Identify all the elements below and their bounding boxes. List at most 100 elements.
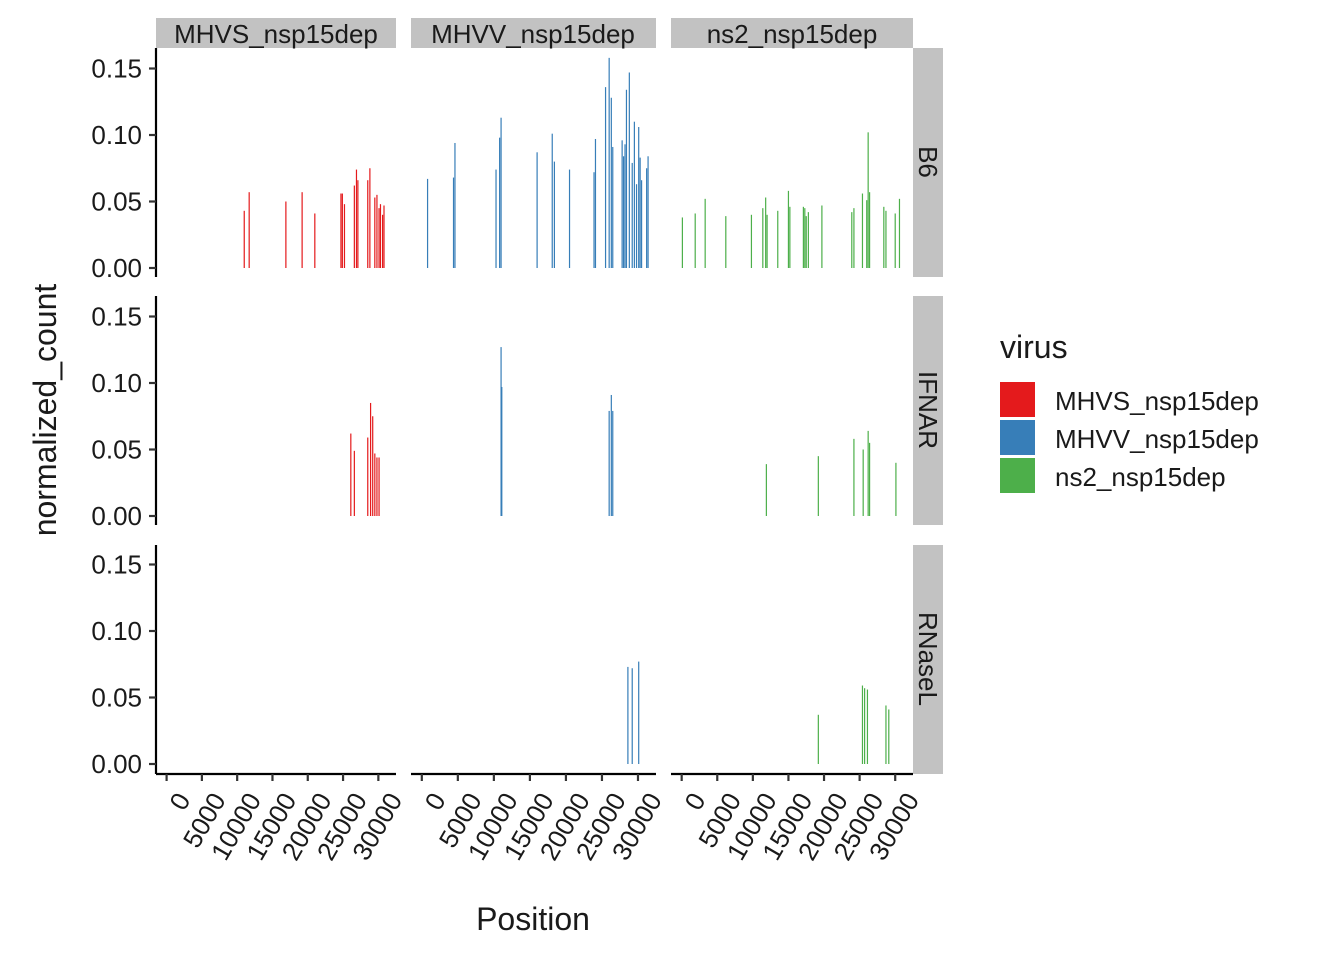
bar bbox=[885, 210, 887, 268]
bar bbox=[646, 168, 648, 268]
bar bbox=[500, 347, 502, 516]
bar bbox=[762, 208, 764, 268]
legend-label-ns2: ns2_nsp15dep bbox=[1055, 462, 1226, 492]
strip-background bbox=[411, 18, 656, 48]
bar bbox=[500, 117, 502, 269]
y-tick-label: 0.10 bbox=[91, 120, 142, 150]
bar bbox=[694, 213, 696, 268]
row-strips: B6 IFNAR RNaseL bbox=[913, 48, 943, 774]
bar bbox=[608, 57, 610, 268]
bar bbox=[898, 198, 901, 268]
bar bbox=[851, 212, 853, 268]
bar bbox=[853, 438, 855, 516]
column-strips: MHVS_nsp15dep MHVV_nsp15dep ns2_nsp15dep bbox=[156, 18, 913, 49]
bar bbox=[777, 210, 779, 268]
bar bbox=[864, 688, 866, 764]
y-tick-label: 0.15 bbox=[91, 302, 142, 332]
bar bbox=[553, 161, 555, 268]
y-tick-label: 0.10 bbox=[91, 368, 142, 398]
y-tick-label: 0.05 bbox=[91, 435, 142, 465]
y-tick-label: 0.05 bbox=[91, 683, 142, 713]
strip-label-MHVV: MHVV_nsp15dep bbox=[431, 19, 635, 49]
bar bbox=[805, 216, 807, 268]
bar bbox=[638, 661, 640, 764]
bar bbox=[647, 156, 649, 268]
legend-key-MHVV bbox=[1000, 420, 1035, 455]
legend-key-ns2 bbox=[1000, 458, 1035, 493]
strip-label-IFNAR: IFNAR bbox=[913, 371, 943, 449]
bar bbox=[725, 216, 727, 268]
bar bbox=[374, 453, 376, 516]
bar bbox=[340, 193, 342, 268]
bar bbox=[374, 197, 376, 268]
bar bbox=[867, 132, 869, 268]
bar bbox=[314, 213, 316, 268]
strip-background bbox=[913, 296, 943, 525]
bar bbox=[372, 416, 374, 516]
bar bbox=[610, 97, 612, 268]
bar bbox=[765, 197, 767, 268]
bar bbox=[357, 180, 359, 268]
bar bbox=[551, 133, 553, 268]
y-axis-title: normalized_count bbox=[27, 284, 63, 537]
bar bbox=[765, 464, 767, 516]
bar bbox=[353, 450, 355, 516]
bar bbox=[868, 442, 871, 516]
bar bbox=[376, 457, 378, 516]
x-tick-label: 0 bbox=[418, 788, 451, 816]
y-tick-label: 0.10 bbox=[91, 616, 142, 646]
bar bbox=[367, 180, 369, 268]
bar bbox=[621, 140, 623, 268]
bar bbox=[594, 138, 597, 268]
legend: virus MHVS_nsp15dep MHVV_nsp15dep ns2_ns… bbox=[1000, 329, 1259, 493]
bar bbox=[369, 402, 372, 516]
bar bbox=[766, 214, 768, 268]
strip-label-RNaseL: RNaseL bbox=[913, 612, 943, 706]
bar bbox=[750, 214, 753, 268]
bar bbox=[381, 214, 384, 268]
bars bbox=[243, 57, 901, 764]
bar bbox=[704, 198, 706, 268]
bar bbox=[301, 192, 303, 268]
bar bbox=[343, 204, 346, 268]
legend-key-MHVS bbox=[1000, 382, 1035, 417]
strip-label-MHVS: MHVS_nsp15dep bbox=[174, 19, 378, 49]
bar bbox=[635, 184, 638, 268]
bar bbox=[853, 208, 855, 268]
axes: 0.00 0.05 0.10 0.15 0.00 0.05 0.10 0.15 0.00 0.05… bbox=[91, 48, 925, 865]
bar bbox=[495, 169, 497, 268]
bar bbox=[639, 157, 641, 268]
strip-background bbox=[913, 48, 943, 277]
bar bbox=[789, 206, 791, 268]
x-axis-title: Position bbox=[476, 901, 590, 937]
bar bbox=[454, 142, 456, 268]
y-tick-label: 0.05 bbox=[91, 187, 142, 217]
bar bbox=[379, 204, 382, 268]
strip-background bbox=[913, 545, 943, 774]
bar bbox=[821, 205, 823, 268]
bar bbox=[894, 213, 896, 268]
bar bbox=[499, 137, 501, 268]
bar bbox=[802, 206, 804, 268]
bar bbox=[883, 206, 885, 268]
bar bbox=[568, 169, 571, 268]
bar bbox=[608, 410, 610, 516]
bar bbox=[888, 709, 890, 764]
bar bbox=[895, 462, 897, 516]
bar bbox=[640, 180, 643, 268]
bar bbox=[378, 457, 380, 516]
bar bbox=[383, 205, 385, 268]
bar bbox=[243, 210, 245, 268]
bar bbox=[536, 152, 538, 268]
bar bbox=[807, 212, 809, 268]
bar bbox=[248, 192, 250, 268]
legend-title: virus bbox=[1000, 329, 1068, 365]
bar bbox=[378, 208, 380, 268]
bar bbox=[633, 121, 635, 268]
bar bbox=[631, 162, 633, 268]
bar bbox=[866, 200, 868, 268]
bar bbox=[885, 705, 887, 764]
strip-label-ns2: ns2_nsp15dep bbox=[707, 19, 878, 49]
y-tick-label: 0.15 bbox=[91, 54, 142, 84]
y-tick-label: 0.00 bbox=[91, 253, 142, 283]
